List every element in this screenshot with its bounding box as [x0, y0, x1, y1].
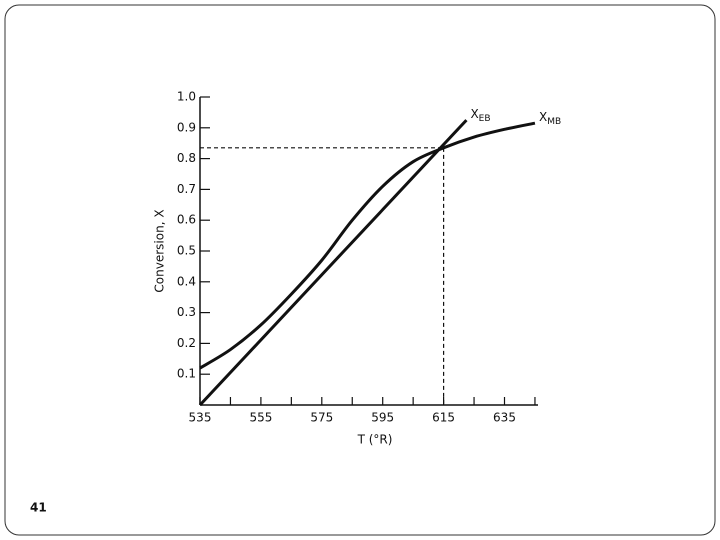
series-line — [199, 121, 536, 370]
y-tick-label: 0.6 — [177, 213, 196, 227]
series-line — [198, 119, 468, 407]
series-label-main: X — [539, 110, 547, 124]
series-label: XMB — [539, 110, 561, 127]
y-tick-label: 0.9 — [177, 120, 196, 134]
x-tick-label: 535 — [189, 411, 212, 425]
y-tick-label: 0.2 — [177, 336, 196, 350]
y-tick-label: 0.8 — [177, 151, 196, 165]
slide-number: 41 — [30, 501, 47, 515]
series-label-sub: MB — [547, 117, 561, 127]
y-tick-label: 0.3 — [177, 305, 196, 319]
series-label-main: X — [470, 107, 478, 121]
x-tick-label: 635 — [493, 411, 516, 425]
series-label-sub: EB — [479, 114, 491, 124]
y-tick-label: 0.5 — [177, 244, 196, 258]
slide-frame — [4, 4, 716, 536]
x-tick-label: 575 — [310, 411, 333, 425]
y-tick-label: 1.0 — [177, 90, 196, 104]
x-axis-label: T (°R) — [357, 433, 393, 447]
x-tick-label: 595 — [371, 411, 394, 425]
y-tick-label: 0.7 — [177, 182, 196, 196]
x-tick-label: 555 — [249, 411, 272, 425]
series-label: XEB — [470, 107, 490, 124]
y-axis-label: Conversion, X — [153, 209, 167, 292]
x-tick-label: 615 — [432, 411, 455, 425]
y-tick-label: 0.1 — [177, 367, 196, 381]
y-tick-label: 0.4 — [177, 274, 196, 288]
